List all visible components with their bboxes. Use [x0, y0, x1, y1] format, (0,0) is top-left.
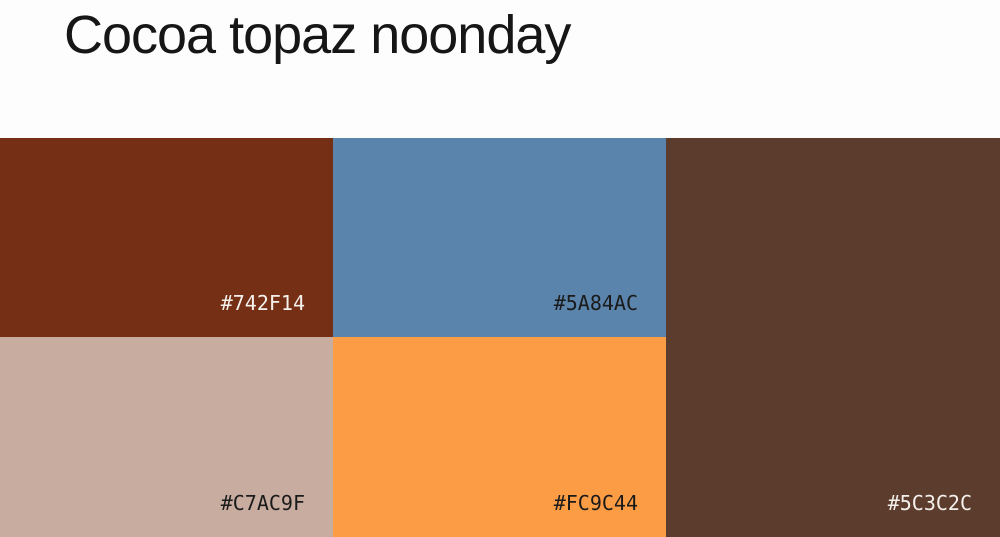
hex-label: #5A84AC	[553, 291, 638, 315]
hex-label: #C7AC9F	[220, 491, 305, 515]
color-swatch: #5C3C2C	[666, 138, 1000, 537]
swatch-grid: #742F14 #5A84AC #5C3C2C #C7AC9F #FC9C44	[0, 138, 1000, 537]
color-swatch: #FC9C44	[333, 337, 666, 537]
hex-label: #742F14	[220, 291, 305, 315]
color-swatch: #742F14	[0, 138, 333, 337]
palette-title: Cocoa topaz noonday	[64, 5, 571, 65]
color-swatch: #5A84AC	[333, 138, 666, 337]
hex-label: #FC9C44	[553, 491, 638, 515]
hex-label: #5C3C2C	[887, 491, 972, 515]
color-swatch: #C7AC9F	[0, 337, 333, 537]
